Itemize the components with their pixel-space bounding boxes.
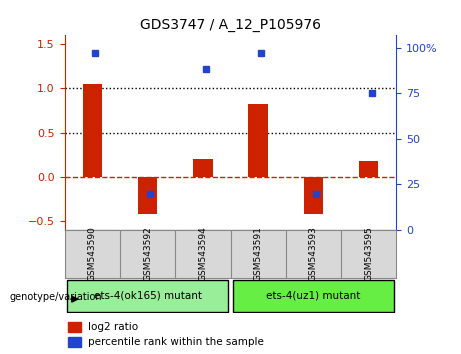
Text: GSM543594: GSM543594 (198, 227, 207, 281)
Bar (68, 337, 81, 347)
Bar (193, 159, 213, 177)
Text: GSM543590: GSM543590 (88, 227, 97, 281)
Text: log2 ratio: log2 ratio (88, 322, 138, 332)
Text: ets-4(uz1) mutant: ets-4(uz1) mutant (266, 291, 361, 301)
Text: GSM543595: GSM543595 (364, 227, 373, 281)
Text: GSM543593: GSM543593 (309, 227, 318, 281)
Bar (138, 177, 157, 214)
Title: GDS3747 / A_12_P105976: GDS3747 / A_12_P105976 (140, 18, 321, 32)
Text: percentile rank within the sample: percentile rank within the sample (88, 337, 264, 347)
FancyBboxPatch shape (233, 280, 394, 312)
Text: genotype/variation: genotype/variation (9, 292, 102, 302)
Text: GSM543592: GSM543592 (143, 227, 152, 281)
Bar (248, 103, 268, 177)
Text: ets-4(ok165) mutant: ets-4(ok165) mutant (94, 291, 201, 301)
Bar (359, 161, 378, 177)
Text: GSM543591: GSM543591 (254, 227, 263, 281)
Bar (68, 322, 81, 332)
Bar (83, 84, 102, 177)
Bar (304, 177, 323, 214)
FancyBboxPatch shape (67, 280, 228, 312)
